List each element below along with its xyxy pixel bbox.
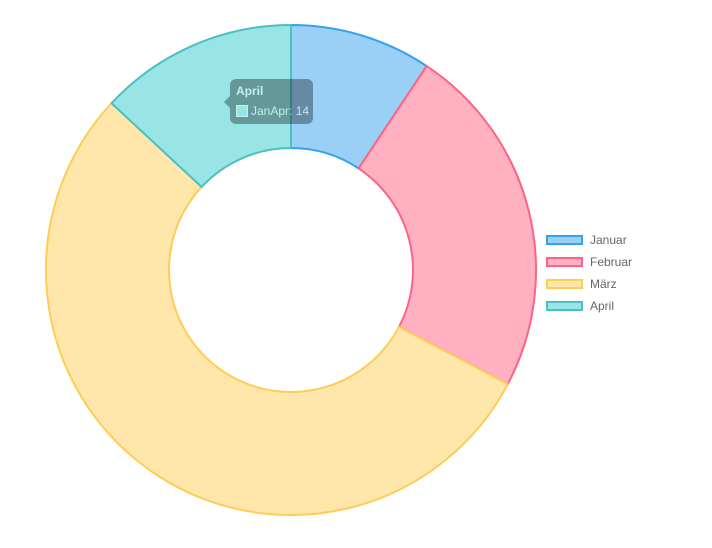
slice-februar[interactable] (357, 64, 537, 386)
tooltip-title: April (236, 84, 264, 98)
tooltip-color-swatch (236, 105, 248, 117)
legend-label: Januar (590, 233, 627, 247)
tooltip-label: JanApr: 14 (251, 104, 310, 118)
legend: Januar Februar März April (546, 229, 632, 317)
tooltip: April JanApr: 14 (224, 79, 313, 124)
legend-item-januar[interactable]: Januar (546, 229, 632, 251)
legend-swatch (546, 235, 583, 245)
legend-swatch (546, 257, 583, 267)
legend-label: Februar (590, 255, 633, 269)
legend-swatch (546, 301, 583, 311)
legend-swatch (546, 279, 583, 289)
legend-label: April (590, 299, 615, 313)
legend-label: März (590, 277, 617, 291)
legend-item-märz[interactable]: März (546, 273, 632, 295)
legend-item-februar[interactable]: Februar (546, 251, 632, 273)
legend-item-april[interactable]: April (546, 295, 632, 317)
slice-april[interactable] (110, 23, 292, 189)
slice-märz[interactable] (45, 101, 510, 516)
